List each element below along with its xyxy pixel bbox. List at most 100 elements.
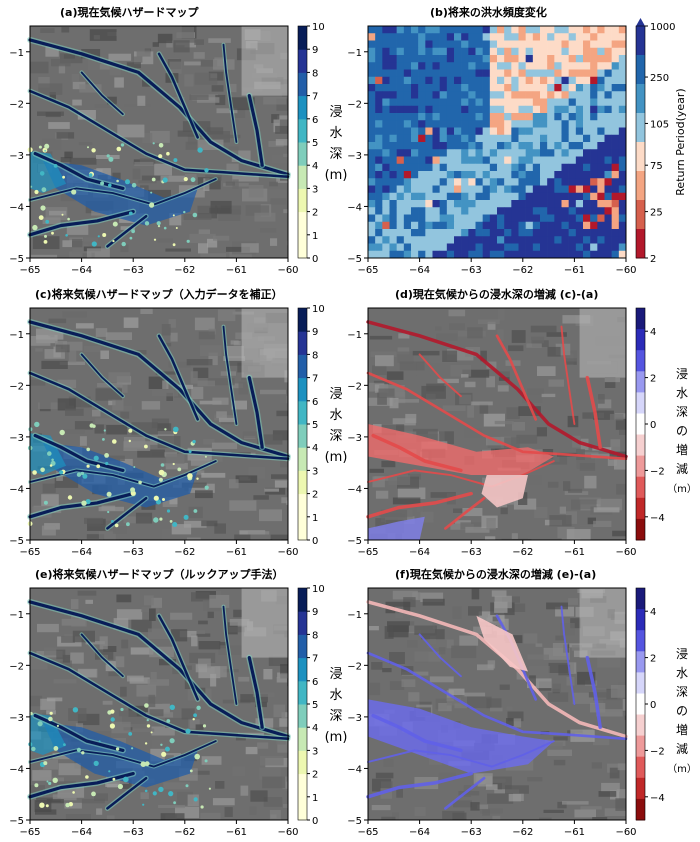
grid-cell [605,244,612,252]
grid-cell [533,244,540,252]
grid-cell [569,157,576,165]
grid-cell [461,164,468,172]
flood-pixel [65,803,69,807]
grid-cell [583,229,590,237]
terrain-patch [571,500,597,510]
flood-pixel [194,797,198,801]
grid-cell [368,215,375,223]
x-tick-label: −60 [615,827,636,838]
grid-cell [476,157,483,165]
grid-cell [619,106,626,114]
grid-cell [497,128,504,136]
grid-cell [490,186,497,194]
colorbar-segment [298,424,307,448]
grid-cell [368,77,375,85]
grid-cell [425,251,432,259]
grid-cell [440,106,447,114]
flood-pixel [177,468,181,472]
terrain-patch [201,473,225,478]
flood-pixel [172,522,177,527]
grid-cell [533,178,540,186]
colorbar-segment [636,171,645,201]
flood-pixel [72,791,75,794]
grid-cell [425,244,432,252]
grid-cell [418,26,425,34]
grid-cell [569,207,576,215]
grid-cell [454,99,461,107]
grid-cell [468,135,475,143]
grid-cell [418,207,425,215]
grid-cell [490,193,497,201]
grid-cell [511,91,518,99]
terrain-patch [184,214,212,220]
flood-pixel [107,492,112,497]
terrain-patch [191,636,197,647]
terrain-patch [70,158,97,165]
grid-cell [468,99,475,107]
grid-cell [576,106,583,114]
grid-cell [382,207,389,215]
grid-cell [397,186,404,194]
grid-cell [404,171,411,179]
grid-cell [411,55,418,63]
flood-pixel [125,179,130,184]
grid-cell [519,33,526,41]
grid-cell [368,128,375,136]
grid-cell [433,120,440,128]
grid-cell [590,120,597,128]
terrain-patch [195,73,217,85]
grid-cell [382,77,389,85]
terrain-patch [198,243,208,253]
terrain-patch [72,74,79,82]
grid-cell [519,229,526,237]
grid-cell [468,70,475,78]
grid-cell [390,178,397,186]
colorbar-tick-label: 3 [312,746,318,757]
terrain-patch [436,334,457,342]
grid-cell [375,48,382,56]
terrain-patch [229,479,239,488]
terrain-patch [157,423,171,431]
terrain-patch [512,533,518,539]
terrain-patch [120,687,127,697]
terrain-patch [170,613,192,620]
terrain-patch [249,807,256,815]
colorbar-tick-label: 250 [650,73,669,84]
grid-cell [440,229,447,237]
grid-cell [569,84,576,92]
terrain-patch [87,248,110,258]
grid-cell [562,186,569,194]
terrain-patch [63,429,85,433]
x-tick-label: −64 [71,827,92,838]
terrain-patch [184,74,193,86]
grid-cell [519,222,526,230]
grid-cell [597,128,604,136]
y-tick-label: −3 [347,433,362,444]
grid-cell [576,135,583,143]
grid-cell [490,55,497,63]
terrain-patch [148,695,155,707]
grid-cell [461,26,468,34]
terrain-patch [62,240,72,247]
grid-cell [382,135,389,143]
colorbar-segment [636,588,645,610]
grid-cell [483,135,490,143]
grid-cell [382,178,389,186]
grid-cell [519,135,526,143]
flood-pixel [91,148,95,152]
terrain-patch [376,773,394,779]
terrain-patch [213,798,235,805]
grid-cell [547,215,554,223]
grid-cell [540,99,547,107]
grid-cell [375,120,382,128]
grid-cell [612,207,619,215]
grid-cell [397,244,404,252]
grid-cell [425,62,432,70]
terrain-patch [610,439,620,452]
grid-cell [404,178,411,186]
grid-cell [583,222,590,230]
terrain-patch [616,484,626,495]
grid-cell [583,41,590,49]
grid-cell [526,62,533,70]
grid-cell [597,229,604,237]
